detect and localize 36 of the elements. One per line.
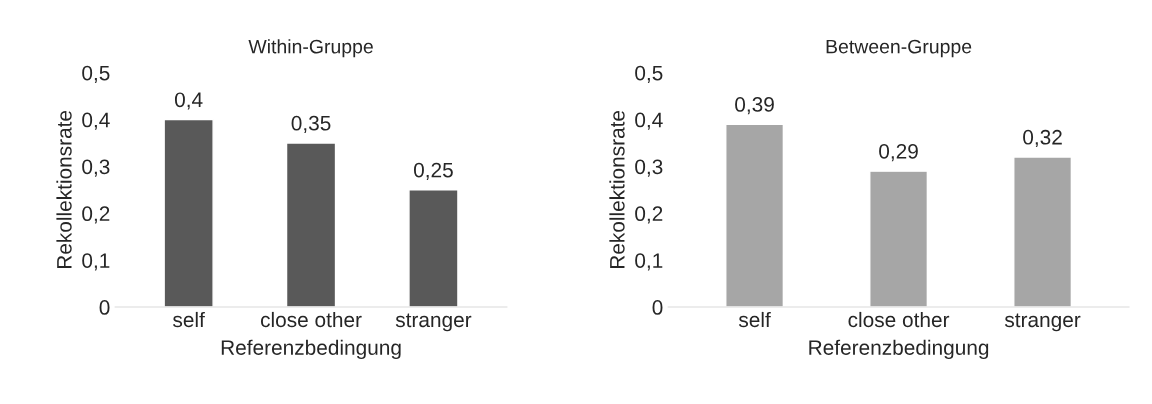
y-tick-label: 0,5 [82,65,110,83]
x-tick-label: self [738,311,771,328]
y-tick-label: 0,5 [635,65,663,83]
y-axis-title: Rekollektionsrate [56,110,72,269]
bar [1013,156,1073,308]
x-axis-title: Referenzbedingung [221,339,401,360]
y-tick-label: 0 [652,300,663,315]
x-tick-label: stranger [1004,313,1081,332]
chart-title: Within-Gruppe [248,39,373,58]
y-axis-title: Rekollektionsrate [609,110,625,269]
y-tick-label: 0,4 [82,112,110,130]
data-label: 0,29 [879,143,918,162]
data-label: 0,4 [174,92,203,110]
x-tick-label: close other [260,311,362,328]
data-label: 0,32 [1023,129,1062,148]
y-tick-label: 0,1 [635,253,663,271]
x-axis-title: Referenzbedingung [809,339,989,360]
y-tick-label: 0,2 [635,206,663,224]
x-tick-label: self [173,311,205,328]
data-label: 0,35 [291,115,331,134]
data-label: 0,39 [735,97,774,115]
chart-title: Between-Gruppe [826,39,972,58]
y-tick-label: 0 [99,300,110,315]
y-tick-label: 0,1 [82,253,110,271]
bar [725,123,785,308]
y-tick-label: 0,2 [82,206,110,224]
x-tick-label: close other [848,311,950,328]
bar [869,170,929,308]
data-label: 0,25 [413,162,453,180]
bar [408,189,459,308]
y-tick-label: 0,3 [82,159,110,177]
x-tick-label: stranger [395,313,472,332]
bar [163,118,214,308]
y-tick-label: 0,4 [635,112,663,130]
bar [285,142,337,308]
y-tick-label: 0,3 [635,159,663,177]
